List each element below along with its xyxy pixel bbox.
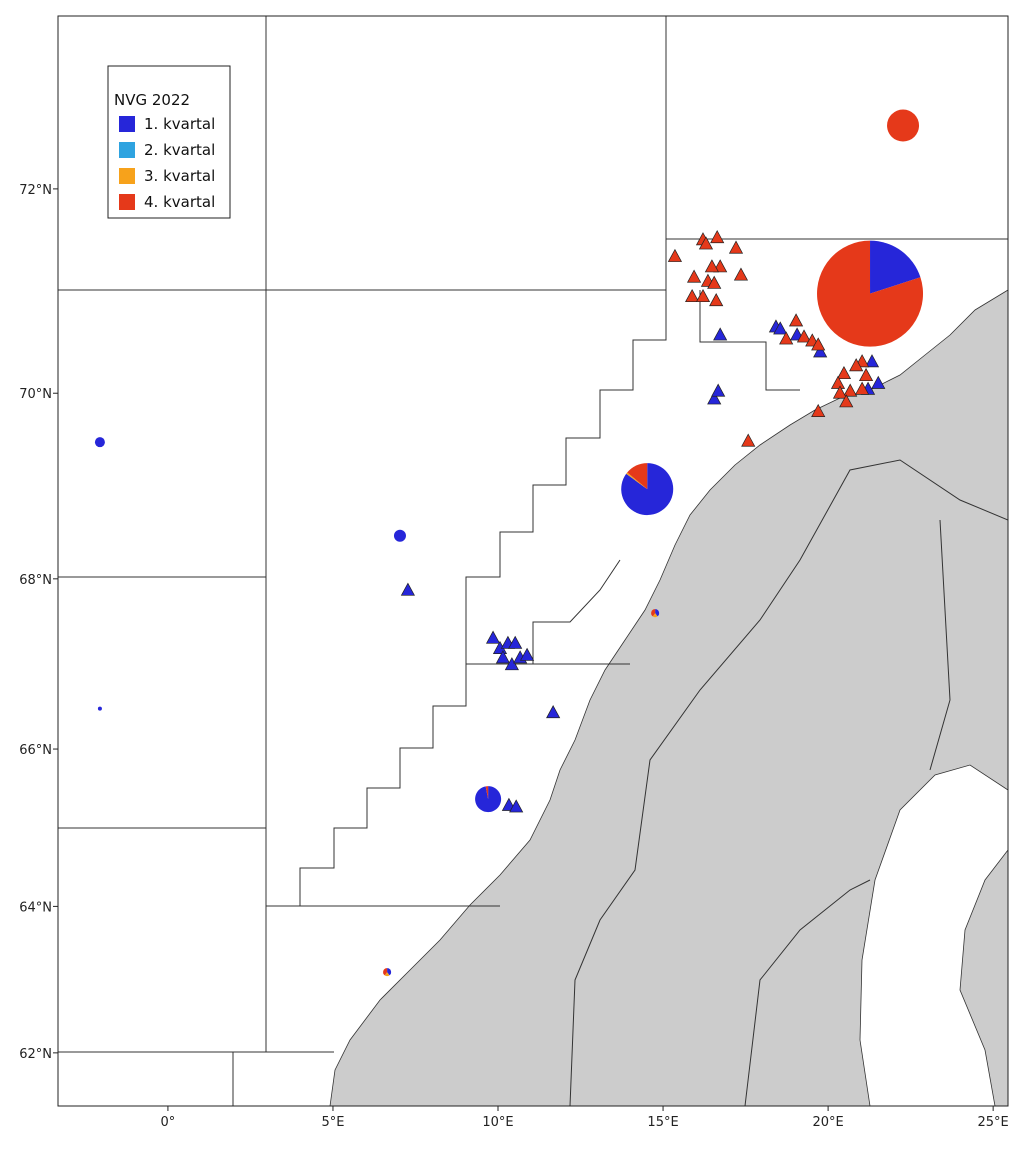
triangle-marker — [508, 635, 523, 649]
triangle-marker — [707, 391, 722, 405]
triangle-marker — [519, 647, 535, 661]
triangle-marker — [546, 705, 561, 719]
pie-slice — [97, 706, 102, 711]
pie — [621, 463, 674, 516]
legend-label: 2. kvartal — [144, 141, 215, 159]
pie-slice — [652, 613, 658, 618]
legend: NVG 2022 1. kvartal 2. kvartal 3. kvartal 4… — [107, 65, 231, 219]
triangle-marker — [667, 248, 683, 262]
triangle-marker — [710, 230, 725, 244]
pie — [817, 240, 924, 347]
triangle-marker — [685, 288, 700, 303]
legend-swatch — [119, 168, 135, 184]
x-tick-label: 5°E — [321, 1115, 344, 1130]
triangle-marker — [711, 383, 726, 397]
pie-slice — [651, 609, 656, 617]
legend-label: 3. kvartal — [144, 167, 215, 185]
basemap — [58, 16, 1008, 1106]
triangle-marker — [509, 799, 524, 813]
triangle-marker — [796, 329, 812, 343]
triangle-marker — [788, 313, 804, 327]
pie-slice — [383, 968, 388, 976]
pie-slice — [384, 972, 390, 977]
triangle-marker — [832, 385, 848, 399]
pie-slice — [887, 109, 920, 142]
triangle-marker — [741, 433, 756, 447]
triangle-marker — [709, 293, 724, 307]
triangle-marker — [839, 394, 854, 408]
country-border — [569, 459, 1008, 1106]
triangle-marker — [707, 275, 722, 289]
x-tick-label: 0° — [161, 1115, 176, 1130]
legend-label: 1. kvartal — [144, 115, 215, 133]
triangle-marker — [686, 269, 702, 283]
land — [329, 289, 1008, 1106]
pie — [94, 437, 105, 448]
legend-swatch — [119, 116, 135, 132]
triangle-marker — [704, 259, 719, 273]
y-tick-label: 70°N — [19, 387, 52, 402]
triangle-marker — [813, 344, 828, 358]
x-tick-label: 15°E — [647, 1115, 678, 1130]
area-boundaries — [58, 16, 1008, 1106]
triangle-marker — [858, 367, 874, 382]
triangle-marker — [728, 240, 744, 254]
triangle-marker — [843, 383, 858, 397]
triangle-marker — [864, 354, 880, 368]
triangle-marker — [811, 403, 826, 417]
country-border — [744, 879, 871, 1106]
y-tick-label: 62°N — [19, 1047, 52, 1062]
pie-slice — [475, 786, 502, 813]
pie-slice — [655, 609, 660, 617]
pie — [651, 609, 660, 618]
pie — [475, 786, 502, 813]
x-tick-label: 20°E — [812, 1115, 843, 1130]
pie — [97, 706, 102, 711]
legend-swatch — [119, 194, 135, 210]
pie-slice — [627, 463, 648, 490]
pie-slice — [626, 472, 648, 490]
triangle-marker — [733, 267, 749, 281]
triangle-marker — [698, 236, 714, 250]
pie-slice — [870, 240, 921, 294]
triangle-marker — [713, 327, 728, 341]
map-frame — [57, 15, 1009, 1107]
gulf-of-bothnia — [859, 764, 1008, 1106]
pie-slice — [94, 437, 105, 448]
triangle-marker — [811, 337, 826, 351]
pie-slice — [817, 240, 924, 347]
triangle-marker — [773, 321, 788, 335]
y-tick-label: 72°N — [19, 183, 52, 198]
triangle-marker — [695, 288, 711, 303]
y-tick-label: 66°N — [19, 743, 52, 758]
triangle-marker — [871, 375, 886, 389]
y-tick-label: 68°N — [19, 573, 52, 588]
pie — [383, 968, 392, 977]
triangle-marker — [495, 650, 511, 664]
triangle-marker — [504, 657, 519, 671]
triangle-marker — [836, 365, 852, 380]
triangle-marker — [485, 630, 501, 644]
x-tick-label: 25°E — [978, 1115, 1009, 1130]
triangle-marker — [855, 381, 870, 395]
pie-slice — [387, 968, 392, 976]
triangle-marker — [779, 331, 794, 345]
legend-swatch — [119, 142, 135, 158]
pie — [393, 529, 406, 542]
triangle-marker — [400, 582, 415, 596]
legend-title: NVG 2022 — [114, 91, 190, 109]
pie-slice — [485, 786, 489, 800]
triangle-marker — [830, 375, 846, 389]
pie — [887, 109, 920, 142]
legend-label: 4. kvartal — [144, 193, 215, 211]
y-tick-label: 64°N — [19, 900, 52, 915]
country-border — [929, 519, 951, 771]
triangle-marker — [849, 358, 864, 372]
x-tick-label: 10°E — [482, 1115, 513, 1130]
pie-slice — [393, 529, 406, 542]
